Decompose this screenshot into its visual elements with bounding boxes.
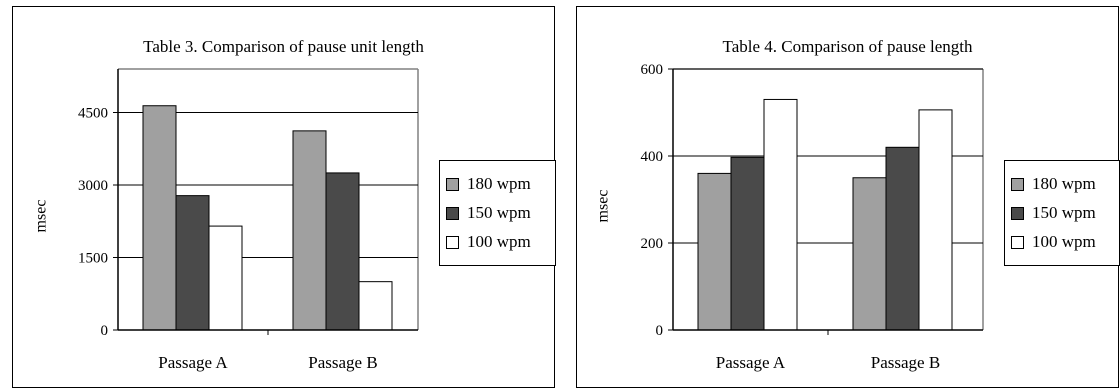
legend-item-180: 180 wpm: [1011, 173, 1096, 195]
legend-item-100: 100 wpm: [1011, 231, 1096, 253]
legend-swatch-150: [1011, 206, 1024, 220]
legend-swatch-180: [446, 177, 459, 191]
y-tick-label: 0: [656, 323, 664, 339]
bar-chart-left: 0 1500 3000 4500 Passage A Passage B: [78, 68, 419, 372]
chart-panel-left: Table 3. Comparison of pause unit length…: [12, 6, 556, 388]
legend-label-150: 150 wpm: [1032, 203, 1096, 222]
bar-100-wpm-passage-b: [918, 109, 953, 331]
bar-150-wpm-passage-b: [325, 172, 360, 331]
bar-180-wpm-passage-a: [697, 172, 732, 331]
chart-panel-right: Table 4. Comparison of pause length 0 200…: [576, 6, 1120, 388]
x-category-label: Passage B: [308, 353, 377, 372]
x-category-label: Passage A: [158, 353, 228, 372]
y-axis-label: msec: [32, 199, 50, 233]
y-tick-label: 3000: [78, 178, 108, 194]
bar-180-wpm-passage-b: [292, 130, 327, 331]
bar-150-wpm-passage-a: [175, 195, 210, 331]
bar-100-wpm-passage-a: [208, 225, 243, 331]
y-tick-label: 600: [641, 62, 664, 78]
bar-100-wpm-passage-a: [763, 98, 798, 331]
legend-label-150: 150 wpm: [467, 203, 531, 222]
bar-180-wpm-passage-a: [142, 105, 177, 331]
legend-swatch-100: [446, 235, 459, 249]
legend-swatch-180: [1011, 177, 1024, 191]
x-category-label: Passage A: [716, 353, 786, 372]
bar-180-wpm-passage-b: [852, 177, 887, 331]
legend-label-100: 100 wpm: [1032, 232, 1096, 251]
legend-label-180: 180 wpm: [467, 174, 531, 193]
bar-100-wpm-passage-b: [358, 281, 393, 331]
y-tick-label: 400: [641, 149, 664, 165]
bar-150-wpm-passage-b: [885, 146, 920, 331]
y-tick-label: 1500: [78, 251, 108, 267]
legend-swatch-150: [446, 206, 459, 220]
y-tick-label: 200: [641, 236, 664, 252]
x-category-label: Passage B: [871, 353, 940, 372]
legend-label-100: 100 wpm: [467, 232, 531, 251]
bar-150-wpm-passage-a: [730, 156, 765, 331]
y-tick-label: 0: [101, 323, 109, 339]
legend-item-180: 180 wpm: [446, 173, 531, 195]
legend-item-150: 150 wpm: [1011, 202, 1096, 224]
legend-item-100: 100 wpm: [446, 231, 531, 253]
legend-label-180: 180 wpm: [1032, 174, 1096, 193]
chart-title: Table 3. Comparison of pause unit length: [143, 37, 424, 56]
legend: 180 wpm 150 wpm 100 wpm: [439, 160, 556, 266]
legend-swatch-100: [1011, 235, 1024, 249]
y-axis-label: msec: [594, 189, 612, 223]
bar-chart-right: 0 200 400 600 Passage A Passage B: [641, 62, 984, 372]
legend: 180 wpm 150 wpm 100 wpm: [1004, 160, 1120, 266]
y-tick-label: 4500: [78, 106, 108, 122]
legend-item-150: 150 wpm: [446, 202, 531, 224]
chart-title: Table 4. Comparison of pause length: [722, 37, 973, 56]
